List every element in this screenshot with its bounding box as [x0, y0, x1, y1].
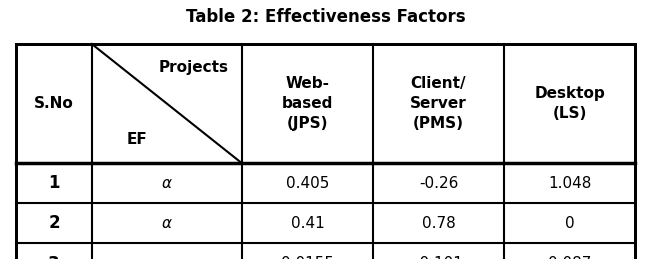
Text: 0.41: 0.41: [290, 216, 324, 231]
Text: Desktop
(LS): Desktop (LS): [534, 86, 605, 121]
Text: 0: 0: [564, 216, 574, 231]
Text: 0.405: 0.405: [286, 176, 329, 191]
Text: α: α: [162, 216, 172, 231]
Text: 1.048: 1.048: [548, 176, 591, 191]
Text: 3: 3: [48, 255, 60, 259]
Text: 0.087: 0.087: [548, 256, 591, 259]
Text: 0.78: 0.78: [422, 216, 456, 231]
Text: Client/
Server
(PMS): Client/ Server (PMS): [410, 76, 467, 131]
Text: S.No: S.No: [34, 96, 74, 111]
Text: Table 2: Effectiveness Factors: Table 2: Effectiveness Factors: [186, 8, 465, 26]
Text: -0.101: -0.101: [414, 256, 463, 259]
Text: -0.26: -0.26: [419, 176, 458, 191]
Text: Projects: Projects: [159, 60, 229, 75]
Text: γ: γ: [163, 256, 171, 259]
Text: 1: 1: [49, 174, 60, 192]
Text: 0.0155: 0.0155: [281, 256, 334, 259]
Text: Web-
based
(JPS): Web- based (JPS): [282, 76, 333, 131]
Text: 2: 2: [48, 214, 60, 232]
Text: α: α: [162, 176, 172, 191]
Text: EF: EF: [126, 132, 147, 147]
